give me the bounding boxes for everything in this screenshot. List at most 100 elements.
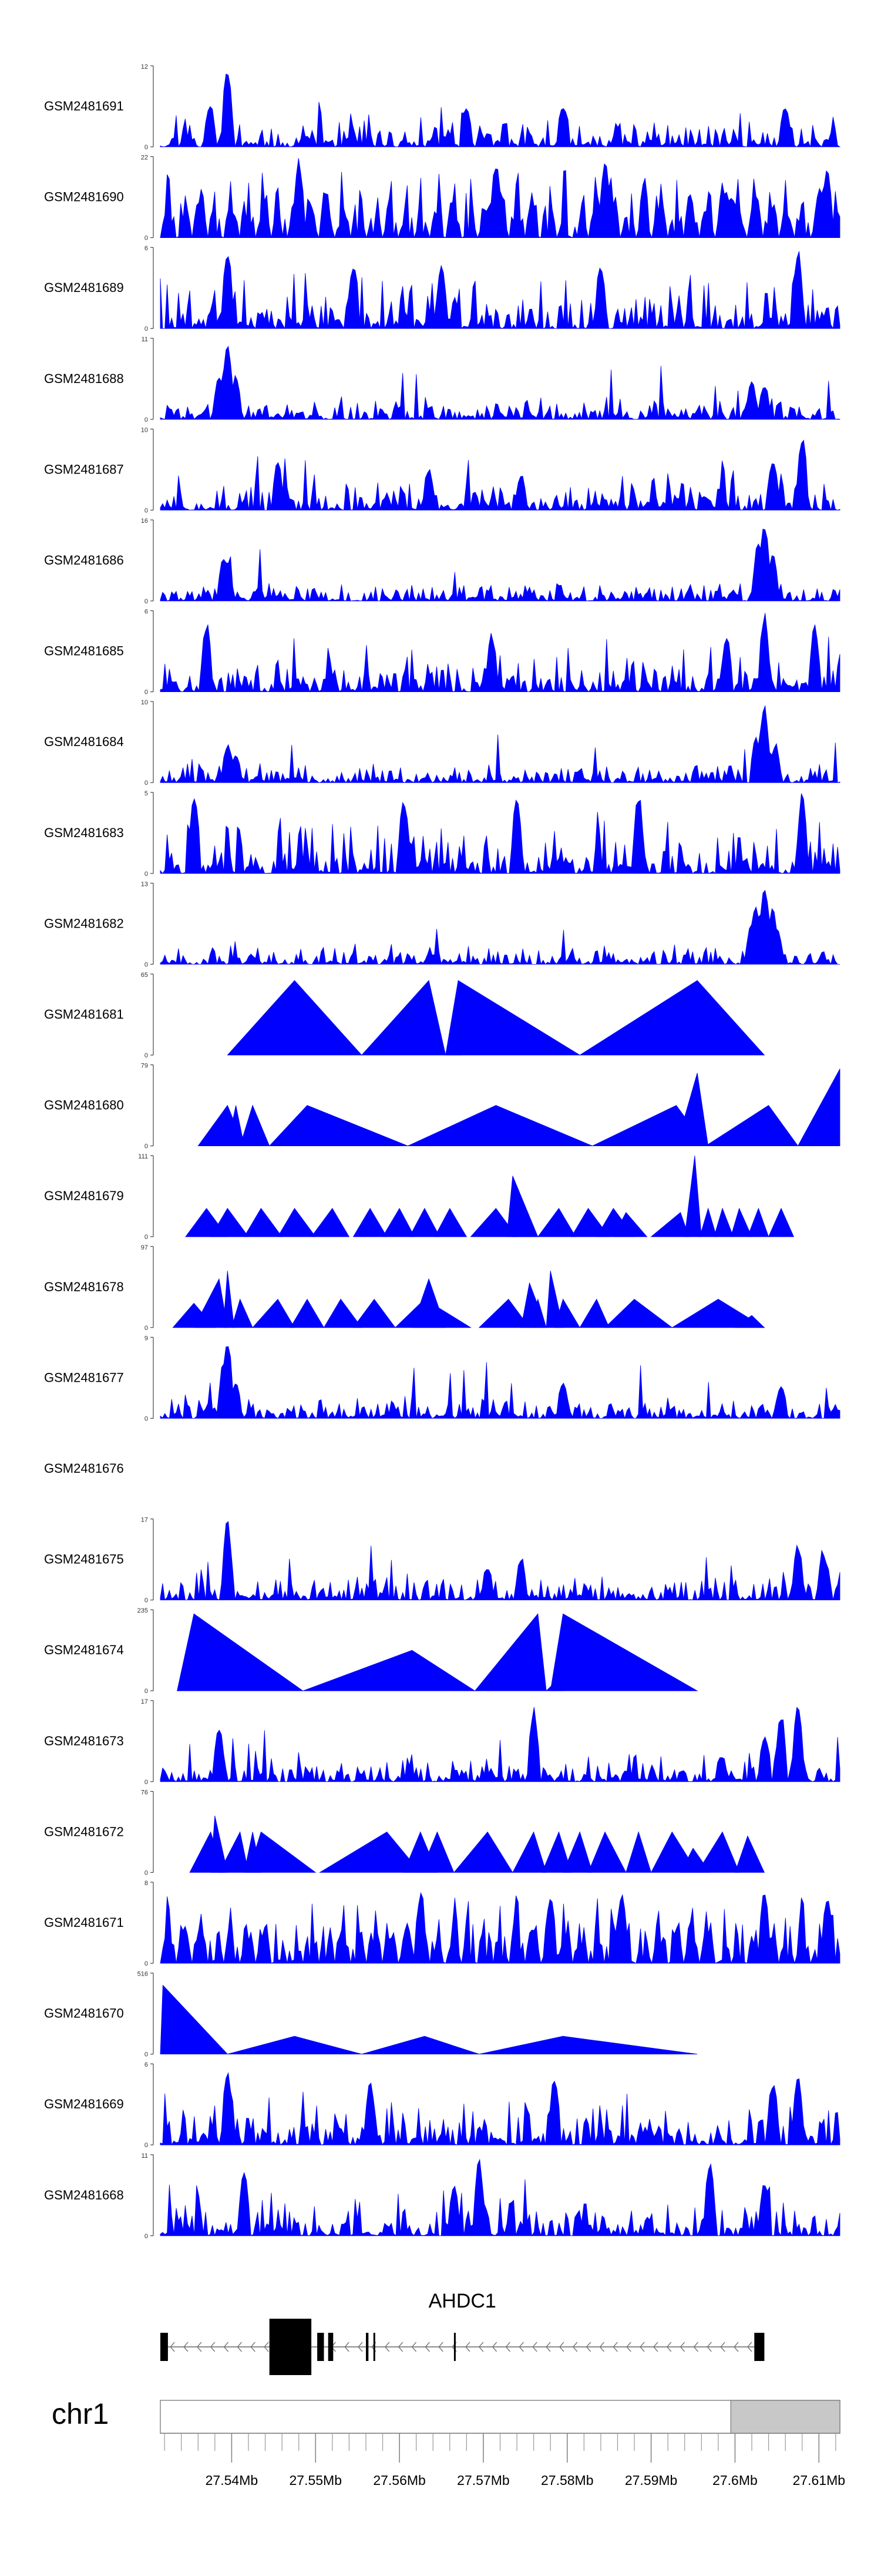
coverage-track: GSM2481684 10 0 [44, 699, 840, 787]
y-tick-label: 11 [142, 2152, 148, 2159]
coverage-peak [382, 1208, 415, 1237]
coverage-peak [550, 1613, 698, 1691]
axis-tick-label: 27.55Mb [289, 2473, 342, 2488]
coverage-area [160, 73, 841, 148]
track-label: GSM2481687 [44, 462, 124, 476]
coverage-area [160, 158, 840, 239]
track-label: GSM2481668 [44, 2188, 124, 2202]
genome-axis: 27.54Mb 27.55Mb 27.56Mb 27.57Mb 27.58Mb 27.59… [160, 2433, 845, 2488]
y-tick-label: 0 [144, 2233, 148, 2240]
y-tick-label: 0 [144, 598, 148, 605]
coverage-track: GSM2481691 12 0 [44, 63, 841, 151]
strand-arrow [640, 2342, 645, 2352]
coverage-peak [361, 2036, 479, 2055]
strand-arrow [223, 2342, 229, 2352]
coverage-area [160, 1521, 840, 1601]
coverage-peak [227, 1105, 245, 1146]
y-tick-label: 0 [144, 871, 148, 878]
coverage-peak [604, 1298, 673, 1328]
strand-arrow [398, 2342, 403, 2352]
strand-arrow [250, 2342, 255, 2352]
y-tick-label: 0 [144, 1052, 148, 1059]
coverage-peak [409, 1208, 441, 1237]
strand-arrow [613, 2342, 618, 2352]
track-label: GSM2481677 [44, 1370, 124, 1385]
strand-arrow [747, 2342, 752, 2352]
track-label: GSM2481690 [44, 190, 124, 204]
coverage-peak [697, 1831, 740, 1873]
coverage-peak [563, 1831, 593, 1873]
track-label: GSM2481689 [44, 280, 124, 295]
strand-arrow [264, 2342, 269, 2352]
strand-arrow [210, 2342, 216, 2352]
coverage-peak [252, 1298, 295, 1328]
gene-exon [373, 2333, 375, 2361]
track-label: GSM2481678 [44, 1279, 124, 1294]
coverage-area [160, 251, 840, 330]
strand-arrow [425, 2342, 430, 2352]
track-label: GSM2481673 [44, 1734, 124, 1748]
track-label: GSM2481688 [44, 371, 124, 386]
y-tick-label: 0 [144, 325, 148, 333]
y-tick-label: 0 [144, 1597, 148, 1604]
coverage-track: GSM2481677 9 0 [44, 1335, 840, 1422]
y-tick-label: 76 [141, 1789, 148, 1796]
coverage-peak [626, 1831, 652, 1873]
y-tick-label: 12 [141, 63, 148, 70]
y-tick-label: 0 [144, 1869, 148, 1876]
track-label: GSM2481681 [44, 1007, 124, 1022]
strand-arrow [626, 2342, 631, 2352]
y-tick-label: 6 [144, 245, 148, 252]
strand-arrow [559, 2342, 564, 2352]
chromosome-band [160, 2400, 840, 2434]
coverage-track: GSM2481689 6 0 [44, 245, 840, 333]
strand-arrow [653, 2342, 658, 2352]
strand-arrow [720, 2342, 725, 2352]
track-label: GSM2481684 [44, 734, 124, 749]
coverage-area [160, 2072, 840, 2146]
strand-arrow [492, 2342, 497, 2352]
axis-tick-label: 27.61Mb [793, 2473, 846, 2488]
coverage-peak [177, 1613, 304, 1691]
coverage-peak [699, 1207, 717, 1237]
coverage-track: GSM2481668 11 0 [44, 2152, 840, 2240]
coverage-peak [684, 1156, 702, 1237]
y-tick-label: 13 [141, 881, 148, 888]
y-tick-label: 0 [144, 144, 148, 151]
coverage-peak [290, 1298, 325, 1328]
strand-arrow [707, 2342, 712, 2352]
coverage-area [160, 889, 840, 965]
coverage-peak [268, 1105, 408, 1146]
y-tick-label: 0 [144, 1779, 148, 1786]
coverage-track: GSM2481688 11 0 [44, 336, 840, 424]
coverage-peak [302, 1650, 476, 1691]
chromosome-label: chr1 [52, 2397, 109, 2430]
coverage-peak [420, 1831, 455, 1873]
track-label: GSM2481686 [44, 553, 124, 567]
coverage-peak [512, 1211, 539, 1237]
y-tick-label: 0 [144, 235, 148, 242]
coverage-peak [210, 1208, 249, 1237]
axis-tick-label: 27.59Mb [625, 2473, 678, 2488]
coverage-peak [223, 1271, 235, 1328]
track-label: GSM2481685 [44, 644, 124, 659]
axis-tick-label: 27.54Mb [206, 2473, 258, 2488]
coverage-peak [478, 1298, 530, 1328]
coverage-area [160, 2158, 840, 2237]
coverage-track: GSM2481687 10 0 [44, 426, 840, 514]
y-tick-label: 22 [141, 155, 148, 162]
coverage-peak [352, 1208, 388, 1237]
coverage-peak [318, 1831, 421, 1873]
track-label: GSM2481676 [44, 1461, 124, 1476]
strand-arrow [505, 2342, 511, 2352]
coverage-peak [193, 1278, 228, 1328]
coverage-area [160, 345, 840, 421]
coverage-peak [734, 1315, 765, 1328]
y-tick-label: 111 [138, 1153, 148, 1160]
coverage-peak [474, 1613, 547, 1691]
coverage-track: GSM2481678 97 0 [44, 1244, 765, 1332]
coverage-track: GSM2481686 16 0 [44, 518, 840, 605]
y-tick-label: 9 [144, 1335, 148, 1342]
coverage-track: GSM2481673 17 0 [44, 1698, 840, 1786]
